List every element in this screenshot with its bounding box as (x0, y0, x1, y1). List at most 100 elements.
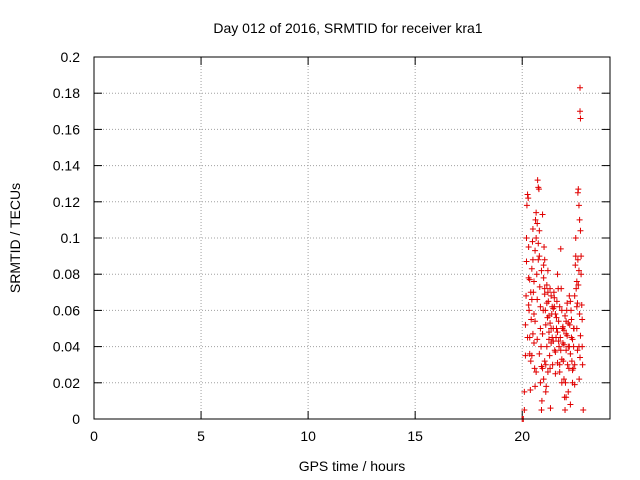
data-point (542, 361, 549, 368)
data-point (578, 271, 585, 278)
data-point (528, 265, 535, 272)
data-point (525, 244, 532, 251)
data-point (532, 247, 539, 254)
data-point (560, 376, 567, 383)
data-point (543, 343, 550, 350)
data-point (566, 292, 573, 299)
data-point (577, 108, 584, 115)
x-tick-label: 5 (197, 428, 205, 444)
data-point (577, 227, 584, 234)
data-point (531, 365, 538, 372)
data-point (536, 350, 543, 357)
y-tick-label: 0.02 (53, 375, 80, 391)
data-point (526, 307, 533, 314)
data-point (559, 323, 566, 330)
data-point (543, 300, 550, 307)
data-point (550, 305, 557, 312)
data-point (567, 298, 574, 305)
data-point (541, 291, 548, 298)
data-point (541, 256, 548, 263)
data-point (533, 235, 540, 241)
data-point (527, 387, 534, 394)
data-point (576, 311, 583, 318)
data-point (538, 343, 545, 350)
data-point (527, 358, 534, 365)
data-point (573, 285, 580, 292)
data-point (550, 289, 557, 296)
data-point (573, 303, 580, 310)
data-point (532, 383, 539, 390)
data-point (579, 361, 586, 368)
y-tick-label: 0.06 (53, 302, 80, 318)
data-point (576, 376, 583, 383)
data-point (534, 177, 541, 184)
data-point (554, 271, 561, 278)
data-point (540, 274, 547, 281)
data-point (547, 405, 554, 412)
data-point (560, 327, 567, 334)
data-point (553, 314, 560, 321)
x-axis-label: GPS time / hours (299, 458, 406, 474)
data-point (572, 262, 579, 269)
data-point (533, 368, 540, 375)
data-point (538, 397, 545, 404)
tick-labels: 0 0.02 0.04 0.06 0.08 0.1 0.12 0.14 0.16 0.18 0.2 0… (53, 49, 530, 444)
data-point (544, 267, 551, 274)
data-point (537, 325, 544, 332)
data-point (536, 227, 543, 234)
data-point (534, 336, 541, 343)
data-point (535, 256, 542, 263)
data-point (563, 394, 570, 401)
data-point (542, 388, 549, 395)
data-point (527, 289, 534, 296)
data-point (580, 406, 587, 413)
data-point (565, 343, 572, 350)
y-tick-label: 0.14 (53, 158, 80, 174)
data-point (577, 115, 584, 122)
data-point (543, 383, 550, 390)
data-point (525, 195, 532, 202)
data-point (571, 361, 578, 368)
data-point (554, 359, 561, 366)
data-point (565, 320, 572, 327)
data-point (541, 244, 548, 251)
scatter-points (519, 84, 587, 422)
data-point (569, 336, 576, 343)
data-point (568, 316, 575, 323)
data-point (529, 225, 536, 232)
data-point (555, 338, 562, 345)
data-point (535, 186, 542, 193)
data-point (525, 301, 532, 308)
data-point (529, 330, 536, 337)
data-point (534, 296, 541, 303)
data-point (542, 321, 549, 328)
data-point (523, 202, 530, 209)
data-point (572, 253, 579, 260)
data-point (554, 329, 561, 336)
data-point (538, 406, 545, 413)
data-point (535, 240, 542, 247)
data-point (552, 311, 559, 318)
data-point (571, 292, 578, 299)
data-point (570, 343, 577, 350)
data-point (530, 311, 537, 318)
data-point (546, 352, 553, 359)
data-point (522, 321, 529, 328)
data-point (572, 235, 579, 241)
data-point (563, 330, 570, 337)
data-point (544, 289, 551, 296)
data-point (552, 370, 559, 377)
data-point (557, 334, 564, 341)
data-point (562, 406, 569, 413)
data-point (557, 347, 564, 354)
data-point (547, 320, 554, 327)
data-point (558, 379, 565, 386)
x-tick-label: 20 (514, 428, 530, 444)
data-point (565, 388, 572, 395)
data-point (543, 282, 550, 289)
y-tick-label: 0.08 (53, 266, 80, 282)
data-point (544, 368, 551, 375)
plot-frame (93, 56, 611, 420)
data-point (524, 334, 531, 341)
